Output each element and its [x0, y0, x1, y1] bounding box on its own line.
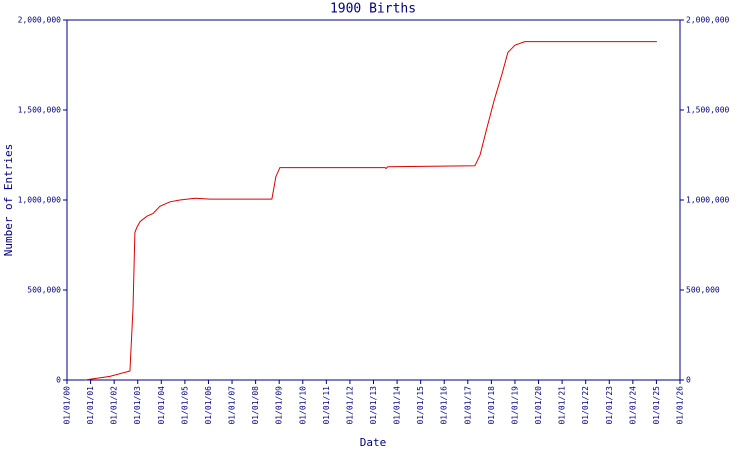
y-tick-label: 500,000	[27, 286, 61, 295]
x-tick-label: 01/01/20	[534, 386, 543, 425]
x-tick-label: 01/01/17	[463, 386, 472, 425]
x-tick-label: 01/01/19	[510, 386, 519, 425]
plot-frame	[66, 19, 681, 381]
x-tick-label: 01/01/05	[180, 386, 189, 425]
y2-tick-label: 2,000,000	[686, 16, 730, 25]
x-tick-label: 01/01/03	[133, 386, 142, 425]
y2-tick-label: 0	[686, 376, 691, 385]
x-tick-label: 01/01/22	[581, 386, 590, 425]
x-tick-label: 01/01/08	[251, 386, 260, 425]
x-tick-label: 01/01/25	[652, 386, 661, 425]
y-tick-label: 1,500,000	[18, 106, 62, 115]
x-tick-label: 01/01/01	[86, 386, 95, 425]
y-axis-title: Number of Entries	[2, 144, 15, 257]
y-tick-label: 1,000,000	[18, 196, 62, 205]
x-tick-label: 01/01/13	[369, 386, 378, 425]
x-tick-label: 01/01/06	[204, 386, 213, 425]
x-tick-label: 01/01/09	[275, 386, 284, 425]
x-tick-label: 01/01/02	[110, 386, 119, 425]
x-axis-title: Date	[360, 436, 387, 449]
x-tick-label: 01/01/24	[628, 386, 637, 425]
y-tick-label: 2,000,000	[18, 16, 62, 25]
y2-tick-label: 1,000,000	[686, 196, 730, 205]
x-tick-label: 01/01/23	[605, 386, 614, 425]
x-tick-label: 01/01/00	[63, 386, 72, 425]
x-tick-label: 01/01/21	[558, 386, 567, 425]
x-tick-label: 01/01/04	[157, 386, 166, 425]
x-tick-label: 01/01/26	[676, 386, 685, 425]
x-tick-label: 01/01/18	[487, 386, 496, 425]
x-tick-label: 01/01/07	[228, 386, 237, 425]
x-tick-label: 01/01/11	[322, 386, 331, 425]
x-tick-label: 01/01/14	[393, 386, 402, 425]
x-tick-label: 01/01/10	[298, 386, 307, 425]
chart-title: 1900 Births	[330, 2, 416, 17]
x-tick-label: 01/01/12	[345, 386, 354, 425]
y2-tick-label: 500,000	[686, 286, 720, 295]
x-tick-label: 01/01/15	[416, 386, 425, 425]
x-tick-label: 01/01/16	[440, 386, 449, 425]
y-tick-label: 0	[56, 376, 61, 385]
data-line	[84, 41, 657, 381]
y2-tick-label: 1,500,000	[686, 106, 730, 115]
